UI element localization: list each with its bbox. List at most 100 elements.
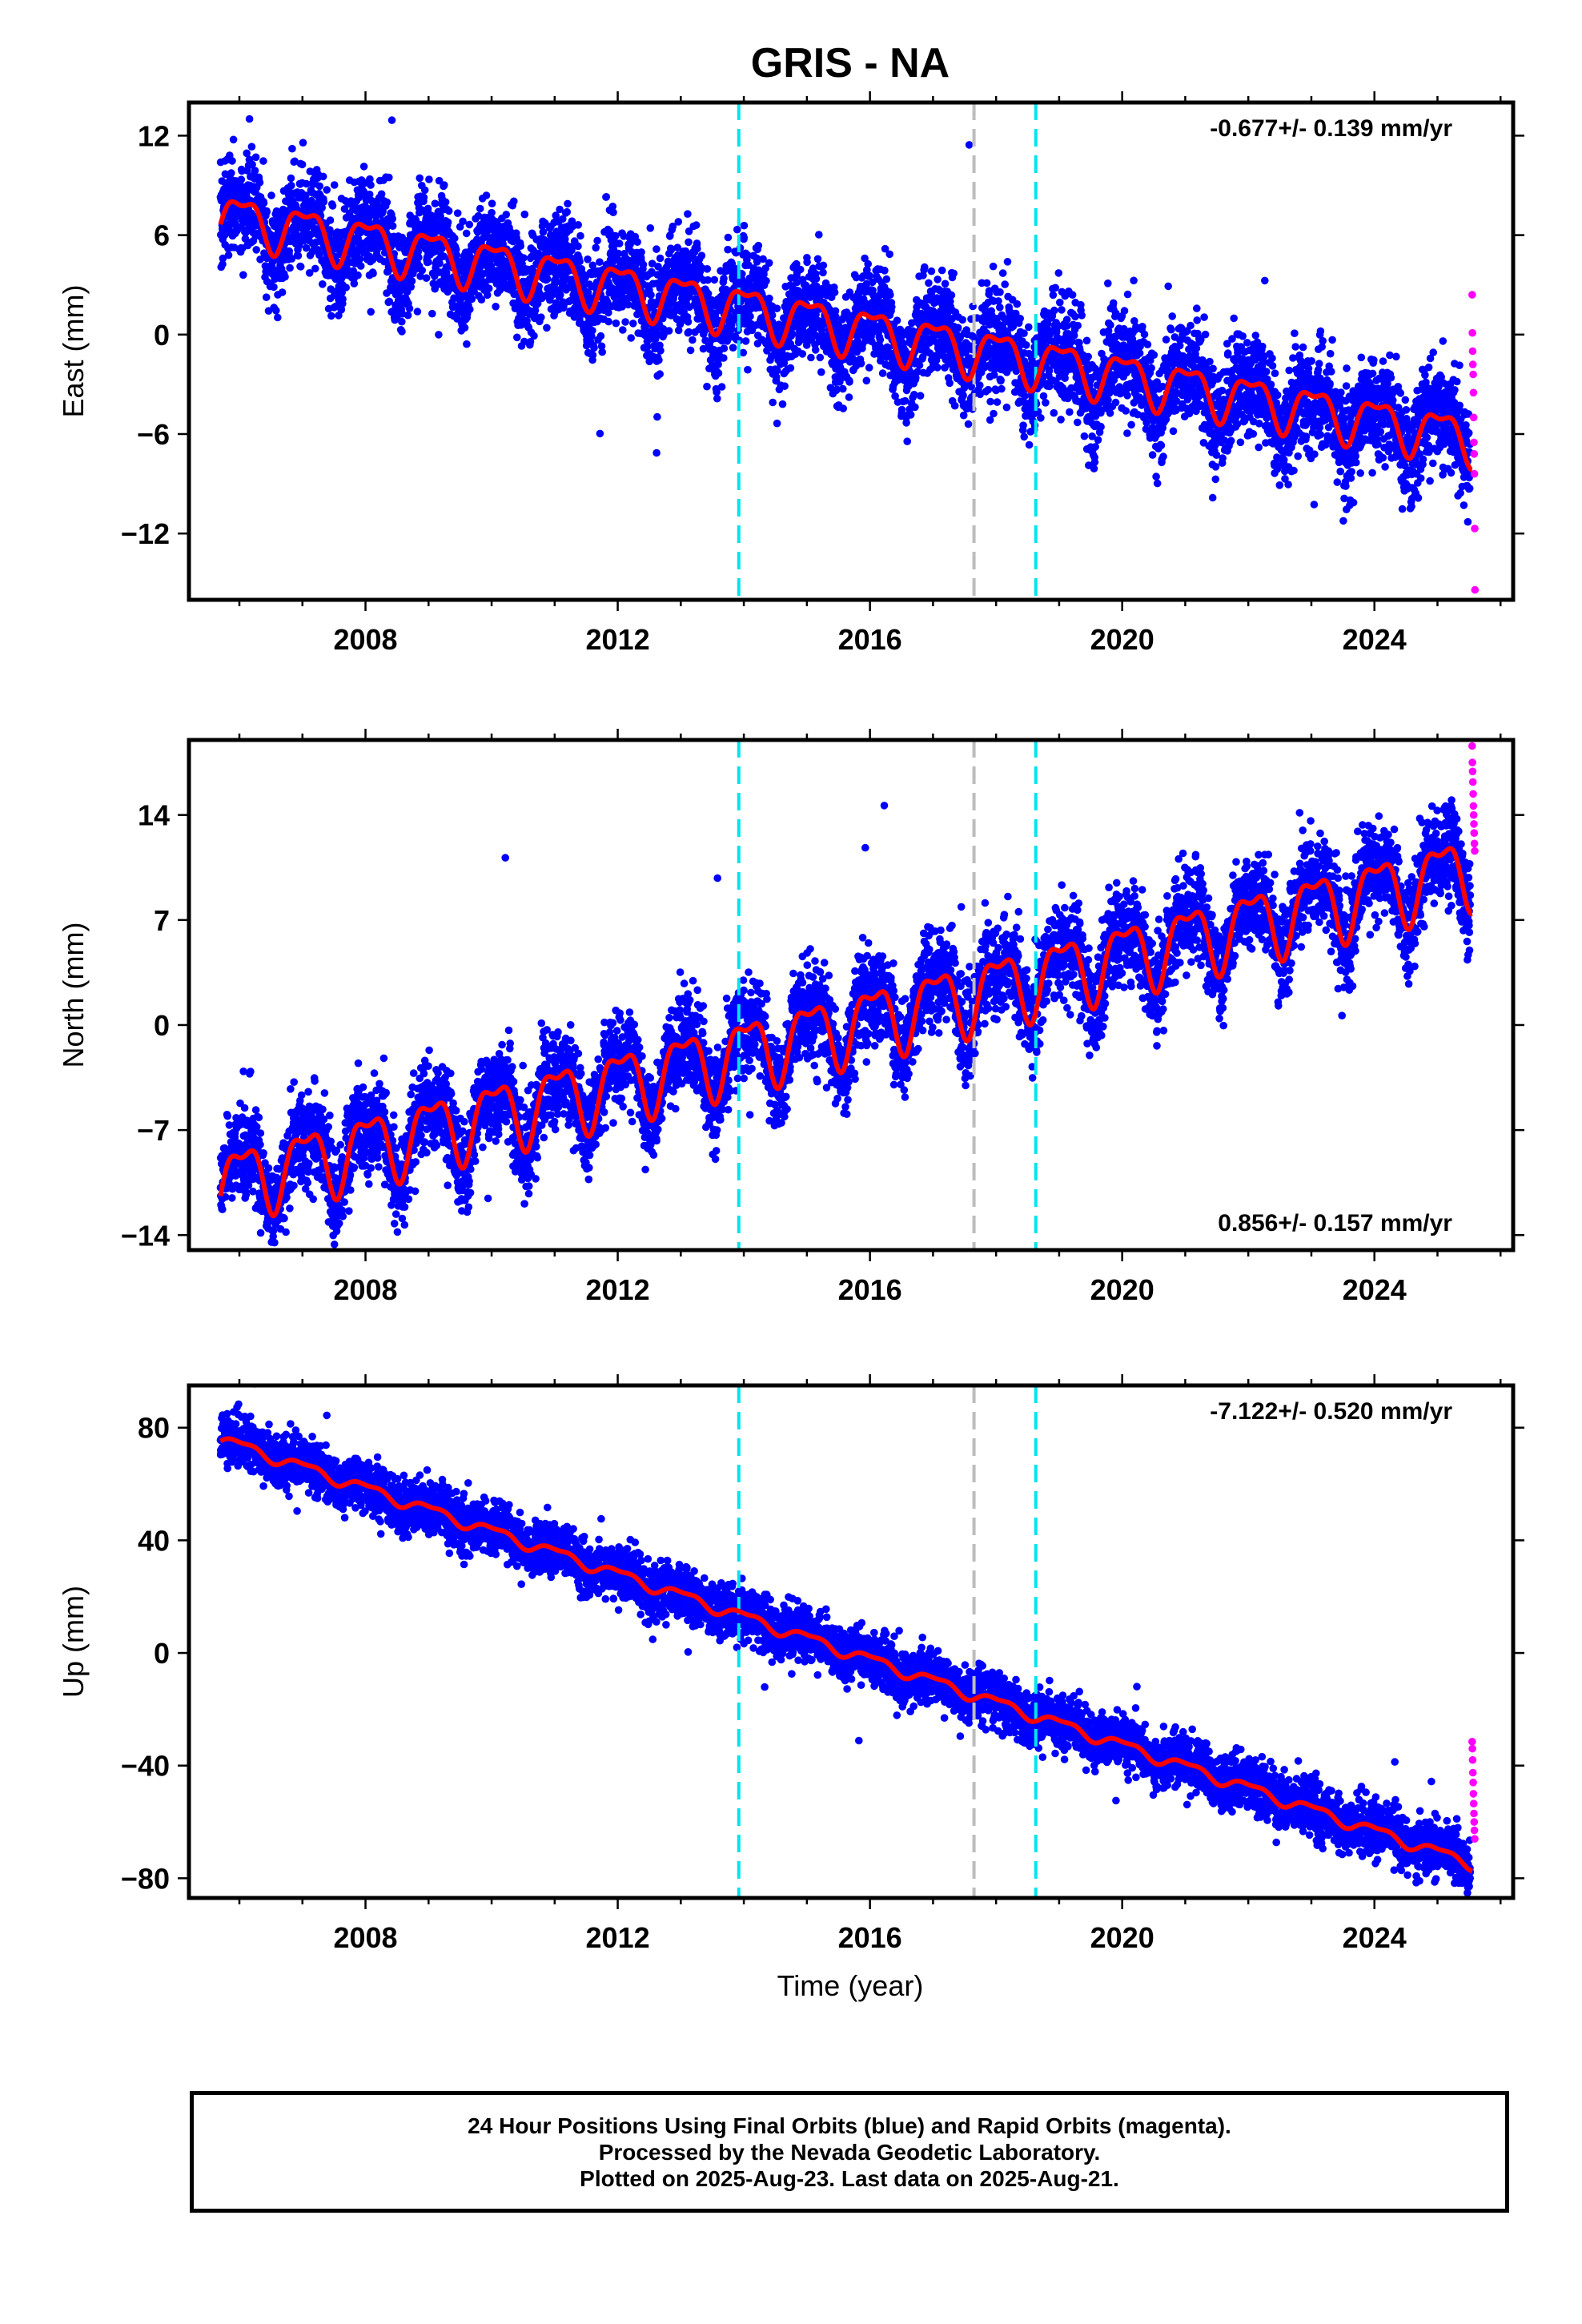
- final-orbit-point: [305, 269, 314, 277]
- final-orbit-point: [245, 115, 254, 123]
- final-orbit-point: [323, 186, 331, 194]
- final-orbit-point: [996, 304, 1004, 312]
- final-orbit-point: [639, 260, 648, 269]
- final-orbit-point: [462, 229, 471, 238]
- final-orbit-point: [1058, 306, 1066, 314]
- final-orbit-point: [488, 208, 496, 217]
- final-orbit-point: [885, 250, 893, 259]
- final-orbit-point: [1082, 336, 1091, 345]
- final-orbit-point: [803, 258, 811, 267]
- final-orbit-point: [243, 149, 251, 158]
- final-orbit-point: [451, 234, 459, 243]
- final-orbit-point: [520, 210, 529, 219]
- final-orbit-point: [420, 186, 429, 195]
- final-orbit-point: [697, 251, 706, 260]
- final-orbit-point: [627, 334, 635, 342]
- final-orbit-point: [911, 403, 919, 412]
- final-orbit-point: [288, 144, 296, 153]
- final-orbit-point: [602, 193, 611, 201]
- final-orbit-point: [713, 394, 721, 403]
- final-orbit-point: [488, 199, 496, 207]
- final-orbit-point: [976, 381, 984, 389]
- final-orbit-point: [621, 318, 629, 326]
- final-orbit-point: [294, 251, 303, 260]
- final-orbit-point: [398, 317, 406, 326]
- final-orbit-point: [387, 116, 396, 124]
- final-orbit-point: [773, 419, 781, 428]
- final-orbit-point: [946, 379, 954, 388]
- final-orbit-point: [468, 295, 476, 304]
- final-orbit-point: [897, 405, 906, 414]
- final-orbit-point: [530, 332, 538, 340]
- final-orbit-point: [350, 279, 359, 287]
- final-orbit-point: [656, 370, 664, 378]
- final-orbit-point: [1094, 436, 1102, 444]
- final-orbit-point: [425, 175, 433, 183]
- final-orbit-point: [1037, 414, 1045, 422]
- final-orbit-point: [219, 254, 227, 263]
- final-orbit-point: [604, 317, 612, 326]
- final-orbit-point: [925, 279, 933, 287]
- final-orbit-point: [576, 231, 584, 240]
- final-orbit-point: [1045, 367, 1054, 376]
- final-orbit-point: [574, 221, 582, 229]
- final-orbit-point: [251, 153, 260, 162]
- final-orbit-point: [311, 264, 319, 273]
- final-orbit-point: [819, 261, 828, 270]
- final-orbit-point: [269, 231, 278, 240]
- final-orbit-point: [281, 272, 289, 281]
- final-orbit-point: [422, 274, 431, 283]
- final-orbit-point: [544, 275, 552, 283]
- final-orbit-point: [367, 308, 375, 316]
- final-orbit-point: [291, 157, 299, 166]
- final-orbit-point: [1021, 392, 1029, 400]
- final-orbit-point: [996, 288, 1004, 296]
- final-orbit-point: [762, 277, 770, 285]
- final-orbit-point: [989, 262, 998, 271]
- final-orbit-point: [633, 238, 641, 247]
- final-orbit-point: [398, 328, 406, 336]
- final-orbit-point: [959, 392, 967, 400]
- final-orbit-point: [590, 344, 598, 352]
- final-orbit-point: [798, 350, 807, 358]
- final-orbit-point: [927, 267, 936, 275]
- final-orbit-point: [934, 364, 942, 372]
- final-orbit-point: [482, 191, 491, 199]
- final-orbit-point: [684, 210, 692, 219]
- final-orbit-point: [299, 139, 307, 147]
- final-orbit-point: [704, 275, 712, 284]
- final-orbit-point: [1002, 403, 1011, 412]
- final-orbit-point: [903, 437, 911, 445]
- final-orbit-point: [765, 294, 773, 303]
- final-orbit-point: [916, 392, 925, 400]
- final-orbit-point: [1051, 283, 1059, 292]
- final-orbit-point: [337, 306, 346, 314]
- final-orbit-point: [811, 346, 820, 354]
- final-orbit-point: [703, 382, 711, 391]
- final-orbit-point: [689, 336, 697, 344]
- final-orbit-point: [227, 169, 235, 177]
- final-orbit-point: [717, 383, 726, 391]
- final-orbit-point: [612, 231, 620, 240]
- final-orbit-point: [1013, 300, 1022, 308]
- final-orbit-point: [315, 182, 324, 191]
- final-orbit-point: [272, 307, 280, 315]
- final-orbit-point: [267, 191, 275, 199]
- final-orbit-point: [274, 313, 282, 322]
- final-orbit-point: [656, 347, 665, 355]
- final-orbit-point: [1068, 291, 1077, 300]
- final-orbit-point: [287, 255, 296, 263]
- final-orbit-point: [950, 269, 958, 278]
- final-orbit-point: [520, 254, 528, 262]
- final-orbit-point: [1106, 409, 1114, 417]
- final-orbit-point: [516, 242, 524, 251]
- final-orbit-point: [596, 258, 604, 267]
- chart-title: GRIS - NA: [751, 40, 950, 86]
- final-orbit-point: [444, 218, 452, 227]
- final-orbit-point: [588, 351, 597, 360]
- final-orbit-point: [652, 448, 661, 457]
- final-orbit-point: [906, 411, 915, 419]
- final-orbit-point: [1111, 398, 1120, 407]
- final-orbit-point: [466, 305, 474, 314]
